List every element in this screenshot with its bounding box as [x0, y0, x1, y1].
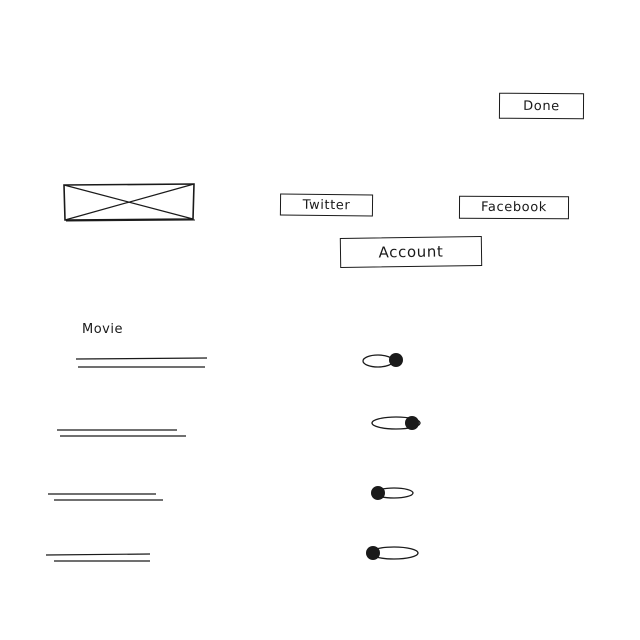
toggle-switch[interactable]: [360, 350, 406, 372]
twitter-button-label: Twitter: [302, 197, 351, 213]
text-placeholder-lines: [75, 357, 208, 368]
toggle-knob: [405, 416, 419, 430]
image-placeholder-icon: [63, 183, 196, 222]
facebook-button-label: Facebook: [481, 199, 547, 216]
settings-row: [0, 546, 640, 588]
done-button-label: Done: [523, 98, 560, 114]
account-button-label: Account: [378, 242, 444, 262]
text-placeholder-lines: [48, 493, 163, 501]
settings-row: [0, 416, 640, 462]
settings-row: [0, 350, 640, 390]
toggle-knob: [371, 486, 385, 500]
settings-row: [0, 486, 640, 528]
facebook-button[interactable]: Facebook: [458, 195, 570, 220]
text-placeholder-lines: [57, 429, 186, 437]
toggle-knob: [389, 353, 403, 367]
done-button[interactable]: Done: [498, 92, 585, 120]
twitter-button[interactable]: Twitter: [279, 193, 374, 217]
text-placeholder-lines: [45, 553, 151, 562]
section-title-movie: Movie: [82, 322, 123, 337]
toggle-knob: [366, 546, 380, 560]
toggle-switch[interactable]: [362, 542, 422, 564]
toggle-switch[interactable]: [366, 482, 418, 504]
toggle-switch[interactable]: [370, 412, 428, 434]
account-button[interactable]: Account: [339, 236, 483, 268]
